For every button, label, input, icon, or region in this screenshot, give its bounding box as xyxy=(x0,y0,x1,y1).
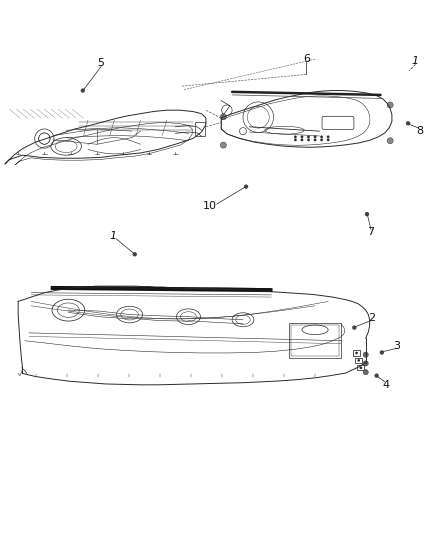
Text: 10: 10 xyxy=(202,201,216,211)
Text: 6: 6 xyxy=(303,54,310,64)
Circle shape xyxy=(380,350,384,354)
Circle shape xyxy=(294,139,297,141)
Text: 2: 2 xyxy=(368,313,375,323)
Text: 1: 1 xyxy=(412,56,419,66)
Circle shape xyxy=(352,326,357,330)
Circle shape xyxy=(220,142,226,148)
Circle shape xyxy=(81,88,85,93)
Text: 5: 5 xyxy=(98,59,105,68)
Circle shape xyxy=(327,135,329,138)
Text: 4: 4 xyxy=(382,380,389,390)
Circle shape xyxy=(327,139,329,141)
Circle shape xyxy=(307,139,310,141)
Circle shape xyxy=(387,102,393,108)
Circle shape xyxy=(357,359,360,362)
Circle shape xyxy=(300,139,303,141)
Circle shape xyxy=(320,135,323,138)
Text: 7: 7 xyxy=(367,228,374,237)
Circle shape xyxy=(294,135,297,138)
Circle shape xyxy=(374,374,379,378)
Circle shape xyxy=(220,114,226,120)
Circle shape xyxy=(133,252,137,256)
Text: 3: 3 xyxy=(394,341,401,351)
Circle shape xyxy=(320,139,323,141)
Circle shape xyxy=(360,367,362,369)
Circle shape xyxy=(363,369,368,375)
Circle shape xyxy=(307,135,310,138)
Circle shape xyxy=(387,138,393,144)
Circle shape xyxy=(406,121,410,125)
Circle shape xyxy=(363,361,368,366)
Circle shape xyxy=(314,135,316,138)
Circle shape xyxy=(355,352,358,354)
Text: 1: 1 xyxy=(110,231,117,241)
Circle shape xyxy=(300,135,303,138)
Circle shape xyxy=(314,139,316,141)
Circle shape xyxy=(363,352,368,357)
Circle shape xyxy=(244,184,248,189)
Circle shape xyxy=(365,212,369,216)
Text: 8: 8 xyxy=(416,126,424,136)
